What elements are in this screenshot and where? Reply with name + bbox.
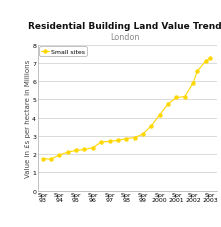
Small sites	[167, 103, 169, 106]
Small sites	[133, 137, 136, 139]
Small sites	[142, 133, 144, 136]
Small sites	[100, 141, 103, 144]
Small sites	[83, 148, 86, 151]
Small sites	[66, 151, 69, 154]
Title: Residential Building Land Value Trends: Residential Building Land Value Trends	[28, 22, 221, 31]
Small sites	[175, 97, 178, 99]
Line: Small sites: Small sites	[41, 57, 212, 161]
Small sites	[41, 158, 44, 160]
Small sites	[58, 154, 61, 157]
Small sites	[192, 82, 194, 85]
Legend: Small sites: Small sites	[39, 47, 87, 56]
Small sites	[116, 139, 119, 142]
Small sites	[196, 70, 199, 73]
Small sites	[183, 96, 186, 99]
Text: London: London	[110, 33, 139, 42]
Small sites	[50, 158, 52, 161]
Small sites	[108, 140, 111, 143]
Y-axis label: Value in £s per hectare in Millions: Value in £s per hectare in Millions	[25, 59, 31, 177]
Small sites	[158, 114, 161, 117]
Small sites	[91, 147, 94, 149]
Small sites	[125, 138, 128, 140]
Small sites	[150, 125, 153, 128]
Small sites	[209, 58, 211, 60]
Small sites	[204, 60, 207, 63]
Small sites	[75, 149, 77, 152]
